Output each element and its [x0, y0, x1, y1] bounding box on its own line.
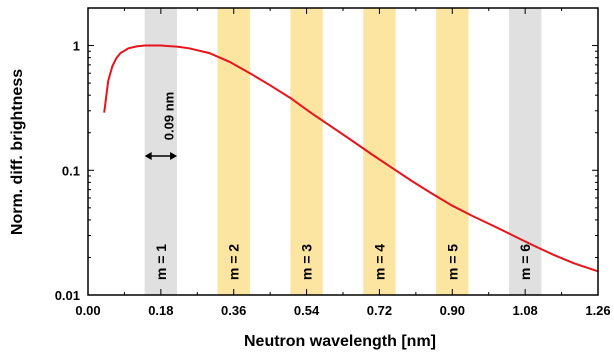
band-3 [290, 8, 323, 295]
band-label-4: m = 4 [371, 244, 387, 280]
annotation-arrowhead-right [170, 152, 178, 161]
x-tick-label: 1.26 [585, 303, 610, 318]
band-5 [436, 8, 469, 295]
band-label-3: m = 3 [299, 244, 315, 280]
series-lines [103, 44, 599, 273]
band-2 [217, 8, 250, 295]
x-tick-label: 0.72 [367, 303, 392, 318]
y-tick-label: 0.01 [55, 288, 80, 303]
annotation-label: 0.09 nm [161, 92, 176, 140]
band-label-6: m = 6 [517, 244, 533, 280]
band-label-1: m = 1 [153, 244, 169, 280]
annotation-arrowhead-left [144, 152, 152, 161]
x-tick-label: 0.00 [75, 303, 100, 318]
x-tick-label: 0.18 [148, 303, 173, 318]
y-tick-label: 1 [73, 39, 80, 54]
x-axis-title: Neutron wavelength [nm] [244, 333, 436, 350]
y-tick-label: 0.1 [62, 163, 80, 178]
band-label-5: m = 5 [444, 244, 460, 280]
series-line-1 [103, 44, 599, 273]
x-tick-label: 1.08 [512, 303, 537, 318]
x-tick-label: 0.90 [440, 303, 465, 318]
y-axis-title: Norm. diff. brightness [9, 69, 26, 235]
band-1 [144, 8, 178, 295]
axes: 0.00 0.18 0.36 0.54 0.72 0.90 1.08 1.26 0.01 0.1 1 [55, 7, 611, 318]
x-tick-label: 0.36 [221, 303, 246, 318]
annotation-group: 0.09 nm [144, 92, 178, 161]
band-label-2: m = 2 [226, 244, 242, 280]
x-tick-label: 0.54 [294, 303, 320, 318]
